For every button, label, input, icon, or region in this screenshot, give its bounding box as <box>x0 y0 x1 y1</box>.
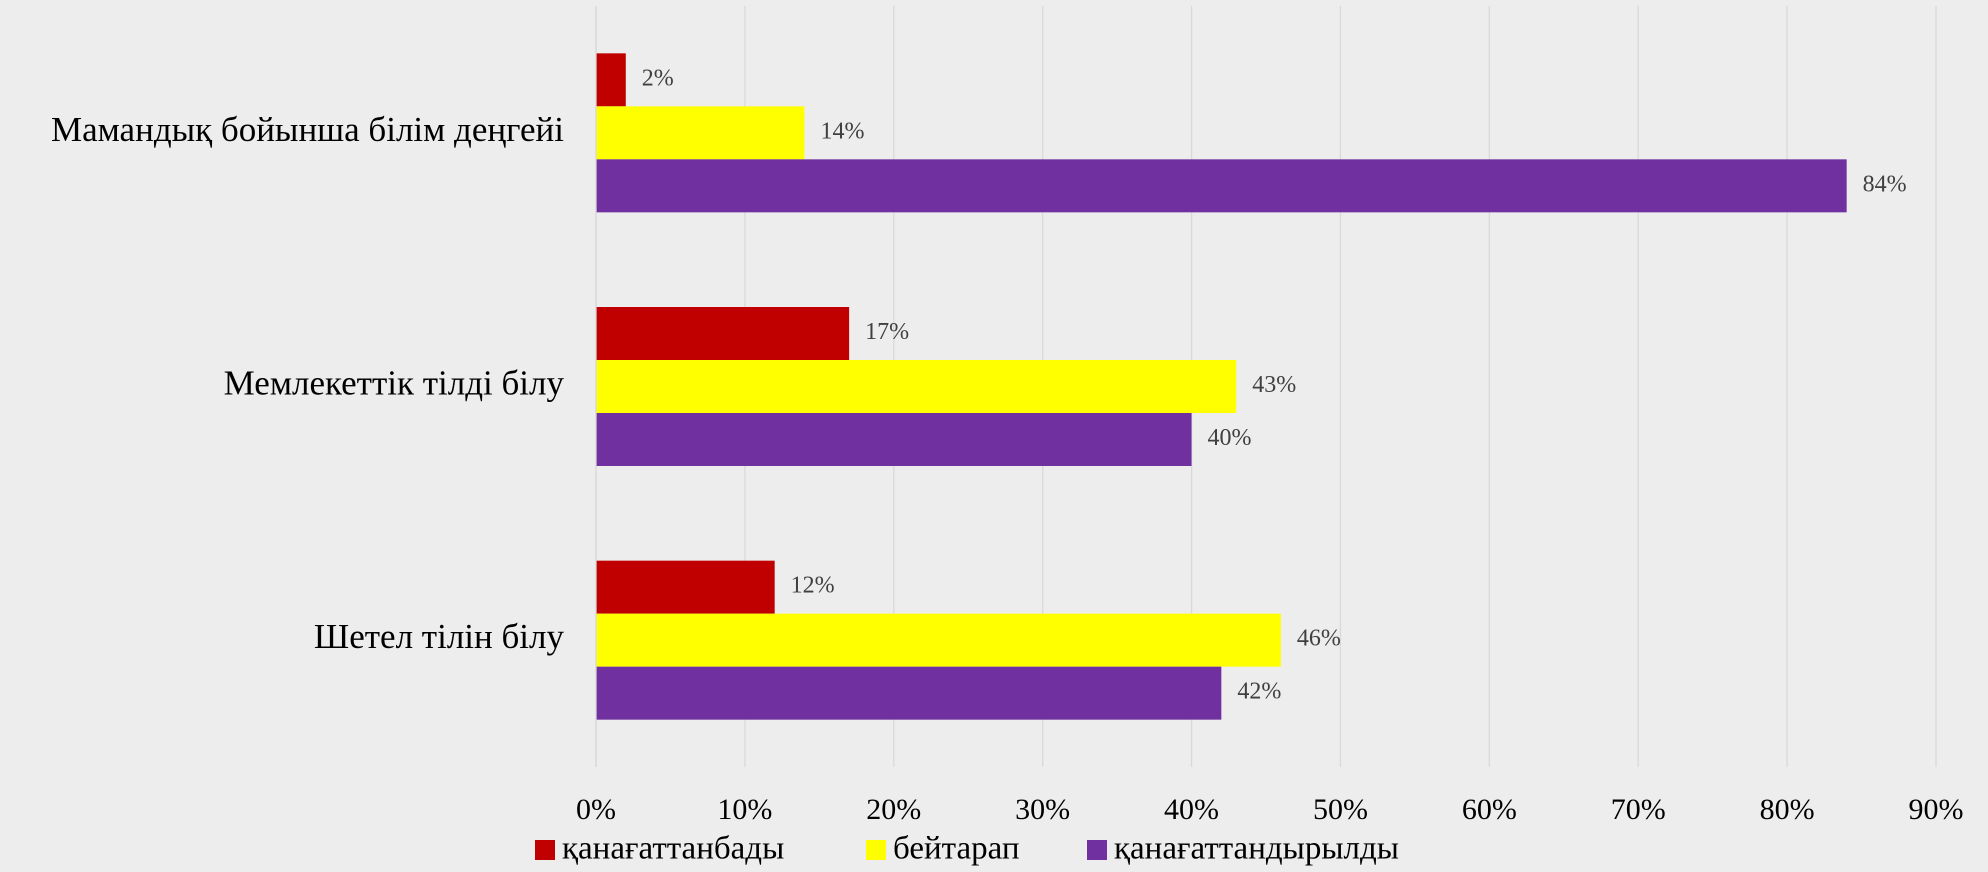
category-label: Мамандық бойынша білім деңгейі <box>51 110 564 149</box>
x-tick-label: 50% <box>1313 793 1368 826</box>
bar <box>596 413 1192 466</box>
legend-marker <box>866 840 886 860</box>
bar <box>596 106 805 160</box>
x-tick-label: 0% <box>576 793 616 826</box>
category-label: Мемлекеттік тілді білу <box>224 364 565 403</box>
data-label: 46% <box>1297 626 1341 652</box>
legend-label: қанағаттандырылды <box>1114 831 1399 867</box>
data-label: 40% <box>1208 425 1252 451</box>
x-tick-label: 90% <box>1909 793 1964 826</box>
x-tick-label: 30% <box>1015 793 1070 826</box>
x-tick-label: 70% <box>1611 793 1666 826</box>
data-label: 17% <box>865 319 909 345</box>
legend-label: қанағаттанбады <box>562 831 784 867</box>
data-label: 43% <box>1252 372 1296 398</box>
bar <box>596 159 1847 213</box>
x-tick-label: 20% <box>866 793 921 826</box>
legend-label: бейтарап <box>893 831 1020 867</box>
data-label: 12% <box>791 573 835 599</box>
data-label: 84% <box>1863 171 1907 197</box>
x-tick-label: 10% <box>717 793 772 826</box>
x-tick-label: 60% <box>1462 793 1517 826</box>
bar <box>596 307 850 360</box>
data-label: 14% <box>820 118 864 144</box>
bar <box>596 53 626 107</box>
x-tick-label: 40% <box>1164 793 1219 826</box>
data-label: 2% <box>642 65 674 91</box>
category-label: Шетел тілін білу <box>314 617 565 656</box>
legend-marker <box>1087 840 1107 860</box>
bar <box>596 613 1281 667</box>
data-label: 42% <box>1237 679 1281 705</box>
bar <box>596 560 775 614</box>
legend-marker <box>535 840 555 860</box>
x-tick-label: 80% <box>1760 793 1815 826</box>
bar <box>596 360 1237 413</box>
bar <box>596 666 1222 720</box>
